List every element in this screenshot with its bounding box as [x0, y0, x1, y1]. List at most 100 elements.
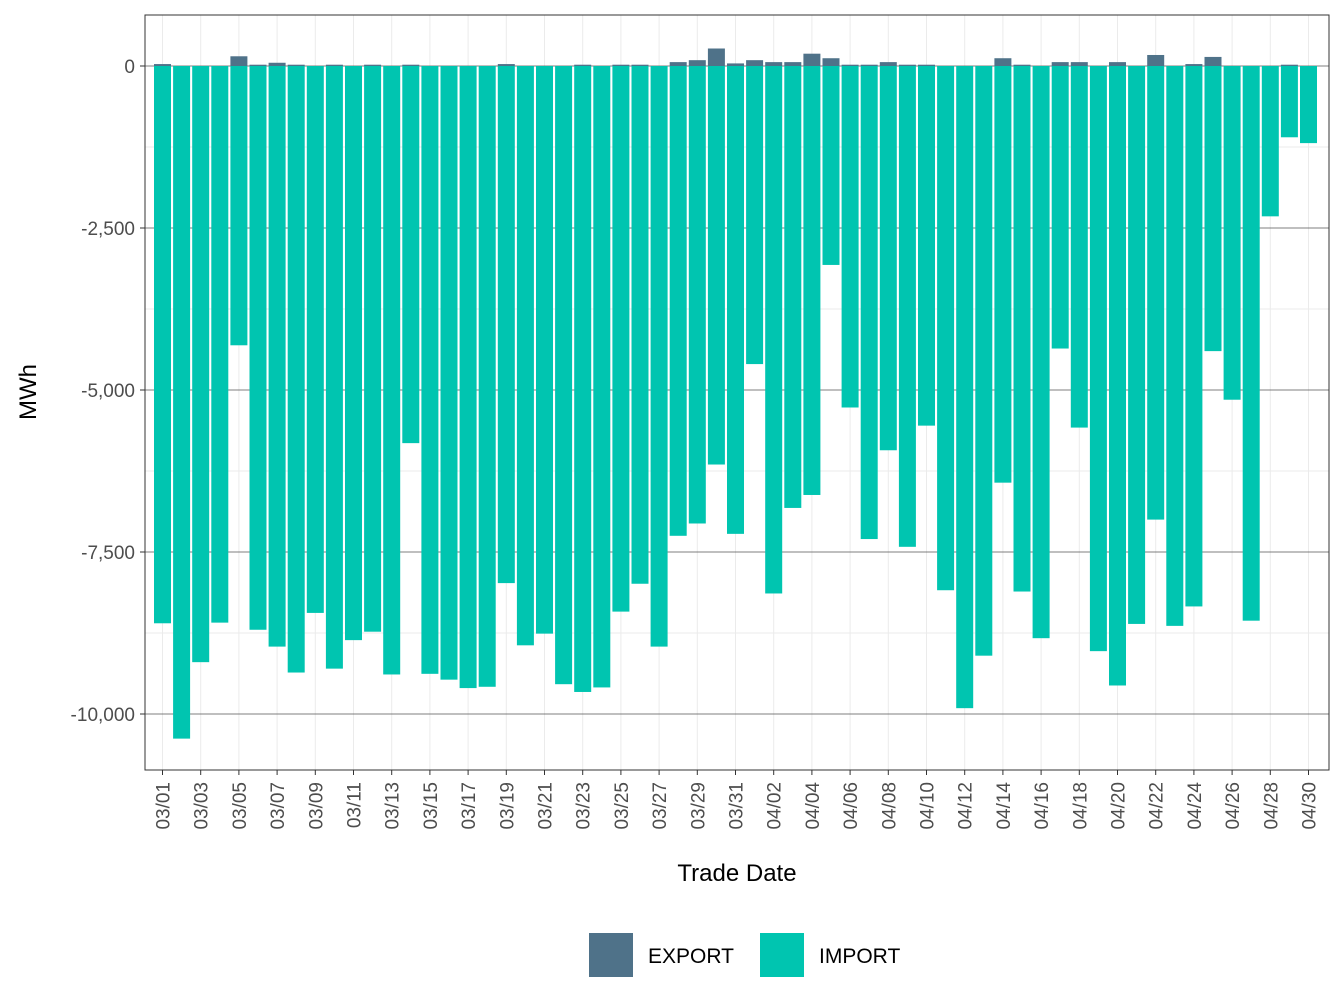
bar-import: [345, 66, 362, 641]
bar-import: [1242, 66, 1260, 621]
bar-import: [497, 66, 515, 584]
bar-import: [937, 66, 955, 591]
x-tick-label: 04/12: [956, 782, 977, 830]
bar-import: [287, 66, 305, 673]
bar-export: [230, 56, 248, 66]
bar-import: [879, 66, 897, 451]
bar-export: [1109, 62, 1126, 66]
bar-export: [1280, 64, 1298, 66]
bar-import: [860, 66, 878, 540]
bar-import: [612, 66, 630, 612]
bar-export: [154, 64, 171, 66]
x-tick-label: 03/13: [383, 782, 404, 830]
bar-import: [765, 66, 783, 594]
bar-import: [173, 66, 191, 739]
x-tick-label: 03/29: [688, 782, 709, 830]
bar-import: [230, 66, 248, 346]
bar-export: [688, 60, 706, 66]
bar-import: [459, 66, 477, 689]
bar-import: [1032, 66, 1050, 639]
bar-import: [1280, 66, 1298, 138]
bar-import: [516, 66, 534, 646]
x-tick-label: 04/16: [1032, 782, 1053, 830]
bar-import: [1300, 66, 1317, 144]
bar-import: [1051, 66, 1069, 349]
y-tick-label: -7,500: [81, 543, 135, 564]
bar-import: [803, 66, 821, 495]
bar-export: [707, 48, 725, 66]
bar-export: [268, 62, 286, 66]
x-tick-label: 03/01: [154, 782, 175, 830]
bar-export: [1051, 62, 1069, 66]
x-axis: 03/01 03/03 03/05 03/07 03/09 03/11 03/13 03/15…: [154, 770, 1321, 830]
bar-import: [707, 66, 725, 465]
bar-export: [1070, 62, 1088, 66]
y-axis: 0 -2,500 -5,000 -7,500 -10,000: [71, 57, 145, 726]
bar-import: [383, 66, 401, 675]
bar-import: [421, 66, 439, 674]
legend-label-export: EXPORT: [648, 945, 734, 968]
bar-import: [727, 66, 744, 534]
bar-import: [975, 66, 993, 656]
bar-import: [1070, 66, 1088, 428]
bar-export: [727, 63, 744, 66]
x-tick-label: 03/25: [612, 782, 633, 830]
bar-export: [1147, 54, 1165, 66]
bar-export: [364, 64, 382, 66]
legend-key-import: [760, 933, 804, 977]
bar-export: [1013, 64, 1031, 66]
bar-import: [650, 66, 668, 647]
bar-import: [192, 66, 210, 663]
y-tick-label: -5,000: [81, 381, 135, 402]
x-tick-label: 04/30: [1300, 782, 1321, 830]
bar-import: [1147, 66, 1165, 520]
legend: EXPORT IMPORT: [589, 933, 900, 977]
bar-export: [325, 64, 343, 66]
bar-import: [249, 66, 267, 630]
bar-export: [822, 58, 840, 66]
bar-export: [841, 64, 859, 66]
bar-import: [555, 66, 573, 685]
bar-import: [841, 66, 859, 408]
bar-export: [1185, 64, 1203, 66]
bar-export: [669, 62, 687, 66]
x-tick-label: 04/18: [1070, 782, 1091, 830]
bar-import: [306, 66, 324, 613]
bar-import: [211, 66, 229, 623]
bar-export: [574, 64, 592, 66]
x-tick-label: 04/28: [1261, 782, 1282, 830]
bar-import: [688, 66, 706, 524]
bar-import: [1261, 66, 1279, 217]
bar-import: [746, 66, 764, 365]
x-tick-label: 03/21: [536, 782, 557, 830]
bar-import: [364, 66, 382, 632]
bar-export: [918, 64, 935, 66]
bar-import: [918, 66, 935, 426]
y-tick-label: 0: [124, 57, 135, 78]
bar-export: [803, 53, 821, 66]
x-tick-label: 04/02: [765, 782, 786, 830]
bar-export: [287, 64, 305, 66]
bar-import: [440, 66, 458, 680]
bar-export: [994, 58, 1012, 66]
bar-export: [497, 64, 515, 66]
x-tick-label: 04/14: [994, 782, 1015, 830]
x-tick-label: 04/24: [1185, 782, 1206, 830]
x-tick-label: 04/08: [879, 782, 900, 830]
x-tick-label: 03/31: [727, 782, 748, 830]
bar-import: [593, 66, 611, 688]
x-tick-label: 03/27: [650, 782, 671, 830]
bar-import: [1223, 66, 1241, 400]
x-tick-label: 03/07: [268, 782, 289, 830]
bars: [154, 48, 1317, 739]
x-tick-label: 04/20: [1109, 782, 1130, 830]
bar-import: [574, 66, 592, 692]
x-tick-label: 04/22: [1147, 782, 1168, 830]
legend-label-import: IMPORT: [819, 945, 900, 968]
bar-export: [860, 64, 878, 66]
bar-import: [1204, 66, 1222, 352]
bar-import: [1013, 66, 1031, 592]
bar-export: [631, 64, 649, 66]
bar-export: [879, 62, 897, 66]
bar-export: [1204, 56, 1222, 66]
